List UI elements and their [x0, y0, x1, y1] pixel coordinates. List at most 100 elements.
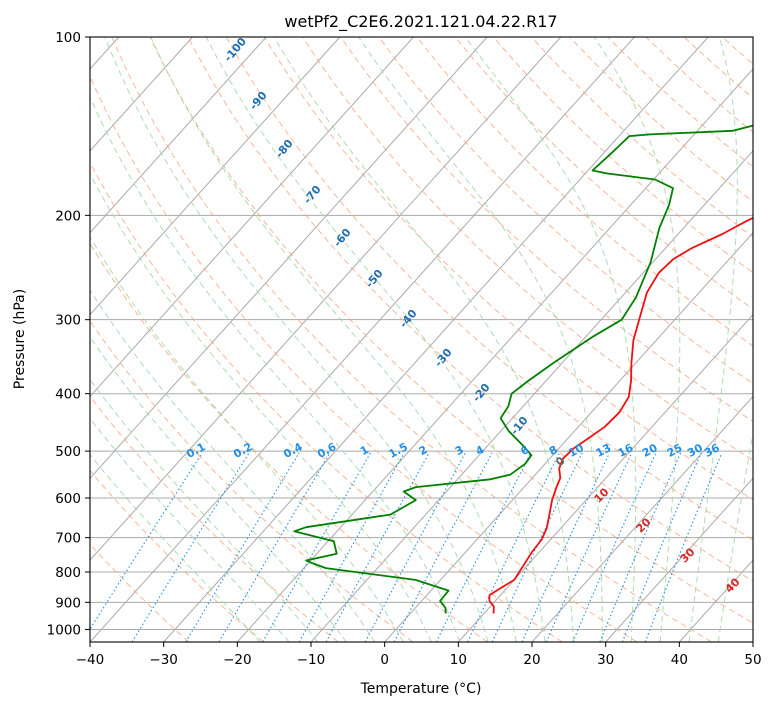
y-tick-label: 800	[55, 565, 81, 581]
mixing-ratio-line	[364, 452, 466, 642]
mixing-ratio-line	[185, 452, 300, 642]
dry-adiabat-line	[761, 37, 775, 642]
moist-adiabat-line	[90, 417, 290, 642]
dry-adiabat-line	[340, 37, 753, 423]
plot-frame	[89, 36, 754, 643]
mixing-ratio-line	[90, 452, 203, 631]
y-tick-label: 1000	[47, 622, 81, 638]
dry-adiabat-line	[416, 37, 753, 347]
mixing-ratio-line	[521, 452, 610, 642]
isotherm-line	[90, 37, 414, 398]
moist-adiabat-line	[688, 37, 738, 642]
mixing-ratio-line	[325, 452, 430, 642]
isotherm-line	[236, 68, 753, 642]
x-tick-label: −40	[76, 652, 105, 668]
isotherm-line	[457, 313, 753, 642]
dry-adiabat-line	[111, 37, 712, 642]
mixing-ratio-line	[262, 452, 371, 642]
isotherm-line	[90, 37, 562, 561]
isotherm-line	[605, 477, 753, 642]
chart-title: wetPf2_C2E6.2021.121.04.22.R17	[284, 12, 557, 32]
isotherm-line	[531, 395, 753, 642]
mixing-ratio-label: 13	[594, 441, 614, 460]
moist-adiabat-line	[90, 336, 347, 642]
moist-adiabat-line	[150, 37, 517, 642]
line-labels: 0.1 0.2 0.4 0.6 1 1.5 2 3 4 6 8 10 13 16 20 25 3036-100-…	[184, 35, 742, 596]
mixing-ratio-label: 1.5	[387, 440, 410, 461]
moist-adiabat-line	[90, 95, 461, 642]
dry-adiabat-line	[90, 242, 488, 642]
moist-adiabat-line	[90, 235, 404, 642]
dry-adiabat-line	[90, 320, 414, 642]
moist-adiabat-line	[104, 37, 489, 642]
mixing-ratio-line	[131, 452, 250, 642]
x-tick-label: 10	[450, 652, 467, 668]
dry-adiabat-line	[454, 37, 753, 310]
dry-adiabat-line	[683, 37, 753, 99]
x-tick-label: 40	[671, 652, 688, 668]
x-tick-label: −20	[223, 652, 252, 668]
moist-adiabat-line	[205, 37, 546, 642]
dry-adiabat-line	[90, 543, 190, 642]
x-tick-label: 20	[523, 652, 540, 668]
dry-adiabat-line	[493, 37, 753, 274]
mixing-ratio-label: 25	[665, 441, 685, 460]
mixing-ratio-label: 0.6	[315, 440, 339, 461]
x-tick-label: 30	[597, 652, 614, 668]
y-tick-label: 200	[55, 208, 81, 224]
dry-adiabat-label: -70	[301, 183, 324, 207]
y-tick-label: 400	[55, 387, 81, 403]
background-lines	[90, 37, 775, 642]
dry-adiabat-line	[607, 37, 753, 168]
mixing-ratio-label: 30	[685, 441, 705, 460]
y-axis-label: Pressure (hPa)	[12, 289, 28, 389]
dry-adiabat-line	[264, 37, 753, 501]
dry-adiabat-line	[90, 161, 563, 642]
mixing-ratio-line	[435, 452, 532, 642]
y-tick-label: 500	[55, 444, 81, 460]
dry-adiabat-line	[378, 37, 753, 385]
isotherm-line	[90, 37, 488, 480]
isotherm-line	[90, 37, 267, 234]
x-axis-ticks: −40 −30 −20 −10 0 10 20 30 40 50	[76, 642, 762, 668]
isotherm-line	[90, 37, 341, 316]
moist-adiabat-line	[464, 37, 637, 642]
dry-adiabat-label: -30	[432, 346, 455, 370]
isotherm-line	[384, 231, 753, 642]
y-tick-label: 700	[55, 531, 81, 547]
dry-adiabat-line	[225, 37, 753, 541]
moist-adiabat-line	[90, 289, 376, 642]
dry-adiabat-label: -40	[397, 307, 420, 331]
mixing-ratio-line	[467, 452, 560, 642]
mixing-ratio-label: 0.2	[231, 440, 254, 461]
mixing-ratio-label: 36	[702, 441, 722, 460]
x-axis-label: Temperature (°C)	[360, 681, 482, 697]
mixing-ratio-line	[545, 452, 633, 642]
mixing-ratio-line	[491, 452, 583, 642]
moist-adiabat-line	[358, 37, 603, 642]
mixing-ratio-line	[393, 452, 493, 642]
y-tick-label: 900	[55, 595, 81, 611]
moist-adiabat-label: 20	[634, 515, 654, 535]
x-tick-label: 50	[744, 652, 761, 668]
dry-adiabat-line	[90, 469, 264, 642]
y-axis-ticks: 1000 900 800 700 600 500 400 300 200 100	[47, 30, 90, 638]
moist-adiabat-line	[90, 378, 319, 642]
dry-adiabat-line	[187, 37, 753, 582]
isotherm-line	[90, 37, 635, 642]
mixing-ratio-label: 3	[453, 443, 466, 458]
moist-adiabat-line	[273, 37, 575, 642]
moist-adiabat-line	[717, 430, 753, 642]
dry-adiabat-line	[531, 37, 753, 238]
dry-adiabat-label: -90	[247, 89, 270, 113]
mixing-ratio-line	[644, 452, 723, 642]
dewpoint-profile-line	[293, 124, 753, 614]
profile-lines	[293, 124, 753, 614]
x-tick-label: 0	[380, 652, 389, 668]
dry-adiabat-line	[645, 37, 753, 133]
y-tick-label: 600	[55, 491, 81, 507]
isotherm-line	[310, 150, 753, 642]
mixing-ratio-line	[298, 452, 405, 642]
isotherm-line	[163, 37, 709, 642]
